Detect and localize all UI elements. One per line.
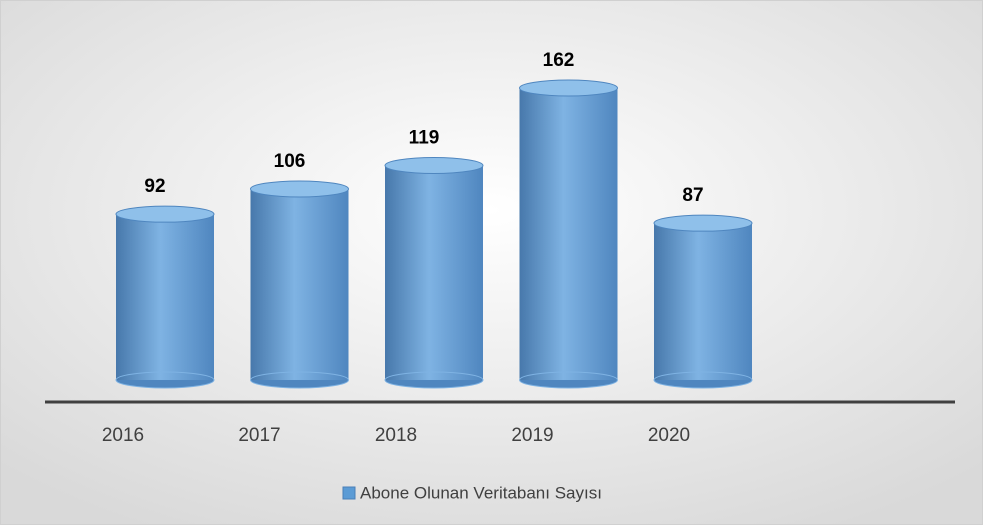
data-label: 87: [682, 185, 703, 206]
cylinder-base-edge: [653, 371, 753, 389]
cylinder-base-edge: [384, 371, 484, 389]
cylinder-top: [519, 79, 618, 97]
x-tick-label: 2018: [375, 425, 417, 446]
bar: [250, 188, 349, 380]
legend-swatch: [342, 486, 356, 500]
cylinder-top: [384, 157, 484, 175]
data-label: 106: [274, 151, 306, 172]
bar: [654, 223, 752, 380]
bar: [519, 88, 618, 380]
x-tick-label: 2019: [511, 425, 553, 446]
x-tick-label: 2016: [102, 425, 144, 446]
bar: [385, 165, 483, 380]
cylinder-top: [653, 214, 753, 232]
cylinder-top: [250, 180, 349, 198]
x-tick-label: 2020: [648, 425, 690, 446]
x-tick-label: 2017: [238, 425, 280, 446]
bar: [116, 214, 214, 380]
data-label: 119: [409, 128, 440, 149]
cylinder-top: [115, 205, 215, 223]
cylinder-base-edge: [115, 371, 215, 389]
cylinder-base-edge: [519, 371, 618, 389]
legend-label: Abone Olunan Veritabanı Sayısı: [360, 483, 602, 502]
data-label: 162: [543, 50, 575, 71]
cylinder-base-edge: [250, 371, 349, 389]
data-label: 92: [144, 176, 165, 197]
